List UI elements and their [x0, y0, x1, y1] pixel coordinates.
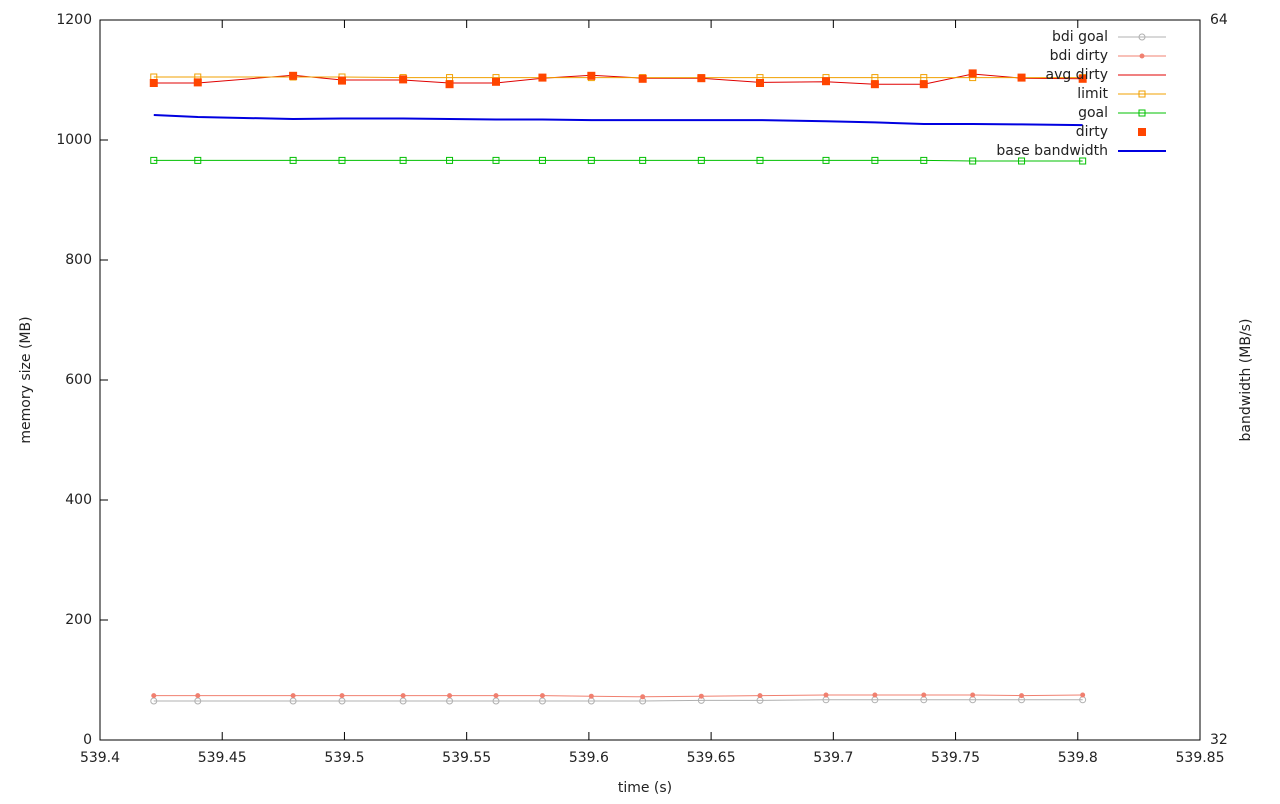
x-tick-label: 539.45 — [198, 750, 247, 766]
data-point — [289, 71, 298, 80]
data-point — [639, 156, 647, 164]
data-point — [399, 156, 407, 164]
data-point — [150, 156, 158, 164]
data-point — [1019, 693, 1025, 699]
data-point — [149, 79, 158, 87]
x-tick-label: 539.6 — [569, 750, 609, 766]
data-point — [919, 80, 928, 89]
data-point — [538, 156, 546, 164]
series-line — [153, 76, 1083, 79]
legend-marker — [1139, 53, 1145, 59]
data-point — [400, 693, 406, 699]
y-tick-label: 800 — [65, 252, 92, 268]
data-point — [492, 77, 500, 86]
x-tick-label: 539.4 — [80, 750, 120, 766]
legend-marker — [1138, 109, 1146, 117]
data-point — [588, 693, 594, 699]
x-tick-label: 539.55 — [442, 750, 491, 766]
data-point — [1080, 692, 1086, 698]
x-axis-label: time (s) — [618, 780, 672, 796]
data-point — [970, 692, 976, 698]
y-tick-label: 200 — [65, 612, 92, 628]
data-point — [872, 692, 878, 698]
legend-label: goal — [1078, 105, 1108, 121]
series-line — [153, 73, 1083, 85]
data-point — [823, 692, 829, 698]
legend-marker — [1138, 128, 1146, 136]
x-tick-label: 539.75 — [931, 750, 980, 766]
data-point — [697, 156, 705, 164]
data-point — [1017, 73, 1026, 82]
data-point — [151, 693, 157, 699]
data-point — [194, 156, 202, 164]
x-tick-label: 539.65 — [687, 750, 736, 766]
data-point — [968, 69, 977, 78]
data-point — [338, 76, 346, 85]
legend-marker — [1138, 90, 1146, 98]
data-point — [538, 73, 547, 82]
data-point — [445, 80, 454, 89]
x-tick-label: 539.5 — [324, 750, 364, 766]
data-point — [1018, 157, 1026, 165]
series-line — [153, 694, 1083, 698]
y2-tick-label: 64 — [1210, 12, 1228, 28]
data-point — [697, 74, 706, 83]
plot-frame — [99, 19, 1201, 741]
data-point — [447, 693, 453, 699]
data-point — [698, 693, 704, 699]
data-point — [492, 156, 500, 164]
legend-label: bdi dirty — [1050, 48, 1108, 64]
series-line — [153, 159, 1083, 162]
legend-label: dirty — [1076, 124, 1108, 140]
data-point — [539, 693, 545, 699]
data-point — [446, 156, 454, 164]
legend-marker — [1138, 33, 1146, 41]
legend-label: avg dirty — [1045, 67, 1108, 83]
x-tick-label: 539.7 — [813, 750, 853, 766]
data-point — [871, 156, 879, 164]
x-tick-label: 539.8 — [1058, 750, 1098, 766]
y-tick-label: 0 — [83, 732, 92, 748]
y-tick-label: 1000 — [56, 132, 92, 148]
data-point — [1079, 157, 1087, 165]
data-point — [756, 156, 764, 164]
data-point — [289, 156, 297, 164]
data-point — [870, 80, 879, 89]
data-point — [640, 694, 646, 700]
series-line — [153, 699, 1083, 702]
y-tick-label: 1200 — [56, 12, 92, 28]
y-tick-label: 400 — [65, 492, 92, 508]
data-point — [822, 156, 830, 164]
x-tick-label: 539.85 — [1176, 750, 1225, 766]
data-point — [969, 157, 977, 165]
y-tick-label: 600 — [65, 372, 92, 388]
y2-tick-label: 32 — [1210, 732, 1228, 748]
legend-label: limit — [1077, 86, 1108, 102]
data-point — [290, 693, 296, 699]
data-point — [757, 693, 763, 699]
data-point — [339, 693, 345, 699]
y-axis-label: memory size (MB) — [18, 316, 34, 443]
y2-axis-label: bandwidth (MB/s) — [1238, 319, 1254, 442]
data-point — [587, 156, 595, 164]
data-point — [587, 71, 596, 80]
data-point — [493, 693, 499, 699]
data-point — [921, 692, 927, 698]
data-point — [1078, 74, 1087, 83]
data-point — [338, 156, 346, 164]
data-point — [822, 77, 830, 86]
data-point — [399, 75, 408, 84]
series-line — [153, 113, 1083, 127]
data-point — [638, 74, 647, 83]
data-point — [920, 156, 928, 164]
legend-label: bdi goal — [1052, 29, 1108, 45]
data-point — [195, 693, 201, 699]
data-point — [756, 79, 764, 87]
data-point — [193, 78, 202, 87]
legend-label: base bandwidth — [996, 143, 1108, 159]
